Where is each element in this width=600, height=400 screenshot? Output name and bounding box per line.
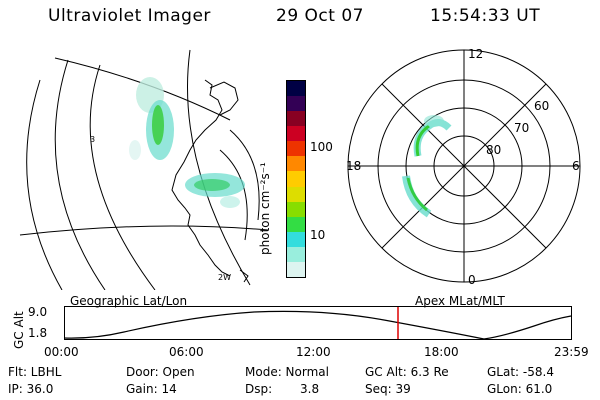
coastline (239, 269, 249, 283)
info-dsp-label: Dsp: (245, 382, 273, 396)
orbit-ylabel: GC Alt (12, 311, 26, 349)
grid-label: 3 (90, 135, 95, 144)
color-scale-step (287, 111, 305, 127)
color-scale-step (287, 156, 305, 172)
color-scale-step (287, 261, 305, 277)
info-gain: Gain: 14 (126, 382, 177, 396)
geo-panel-caption: Geographic Lat/Lon (70, 294, 188, 308)
geographic-map: 3 2W (19, 49, 269, 290)
grid-line (89, 64, 156, 290)
instrument-title: Ultraviolet Imager (48, 6, 211, 26)
observation-time: 15:54:33 UT (430, 6, 541, 26)
grid-line (26, 79, 63, 290)
color-scale-step (287, 201, 305, 217)
orbit-xtick-0: 00:00 (44, 345, 79, 359)
mlt-label-6: 6 (572, 159, 580, 173)
grid-line (19, 225, 269, 236)
grid-label: 2W (218, 273, 231, 282)
mlt-label-18: 18 (346, 159, 361, 173)
color-scale-step (287, 141, 305, 157)
coastline (209, 81, 239, 116)
color-scale-bar (286, 80, 306, 278)
mlt-label-12: 12 (468, 47, 483, 61)
color-scale-step (287, 216, 305, 232)
observation-date: 29 Oct 07 (276, 6, 364, 26)
aurora-emission (129, 77, 245, 208)
orbit-xtick-2: 12:00 (296, 345, 331, 359)
lat-label-60: 60 (534, 99, 549, 113)
colorbar-tick-10: 10 (310, 228, 326, 242)
aurora-oval (402, 115, 452, 218)
info-door: Door: Open (126, 365, 195, 379)
color-scale-step (287, 231, 305, 247)
color-scale-step (287, 171, 305, 187)
orbit-altitude-line (64, 310, 572, 340)
orbit-xtick-1: 06:00 (169, 345, 204, 359)
info-glon: GLon: 61.0 (487, 382, 553, 396)
colorbar-tick-100: 100 (310, 140, 333, 154)
info-ip: IP: 36.0 (8, 382, 54, 396)
colorbar-unit-label: photon cm⁻²s⁻¹ (258, 162, 272, 255)
lat-label-80: 80 (486, 143, 501, 157)
orbit-xtick-3: 18:00 (424, 345, 459, 359)
coastline (171, 79, 231, 277)
grid-line (54, 59, 106, 290)
grid-line (187, 49, 251, 286)
polar-panel-caption: Apex MLat/MLT (415, 294, 505, 308)
orbit-altitude-plot (64, 306, 572, 340)
color-scale-step (287, 186, 305, 202)
orbit-ytick-low: 1.8 (28, 326, 48, 340)
lat-label-70: 70 (514, 121, 529, 135)
mlt-label-0: 0 (468, 273, 476, 287)
info-dsp-value: 3.8 (300, 382, 320, 396)
color-scale-step (287, 126, 305, 142)
info-seq: Seq: 39 (365, 382, 411, 396)
info-filter: Flt: LBHL (8, 365, 62, 379)
mlt-line-diagonal (381, 83, 547, 249)
color-scale-step (287, 96, 305, 112)
info-mode: Mode: Normal (245, 365, 329, 379)
orbit-ytick-high: 9.0 (28, 305, 48, 319)
color-scale-step (287, 246, 305, 262)
orbit-xtick-4: 23:59 (554, 345, 589, 359)
info-gc-alt: GC Alt: 6.3 Re (365, 365, 449, 379)
grid-line (229, 129, 260, 221)
info-glat: GLat: -58.4 (487, 365, 554, 379)
color-scale-step (287, 81, 305, 97)
orbit-plot-frame (64, 306, 572, 340)
polar-plot: 12 0 18 6 60 70 80 (346, 47, 581, 287)
